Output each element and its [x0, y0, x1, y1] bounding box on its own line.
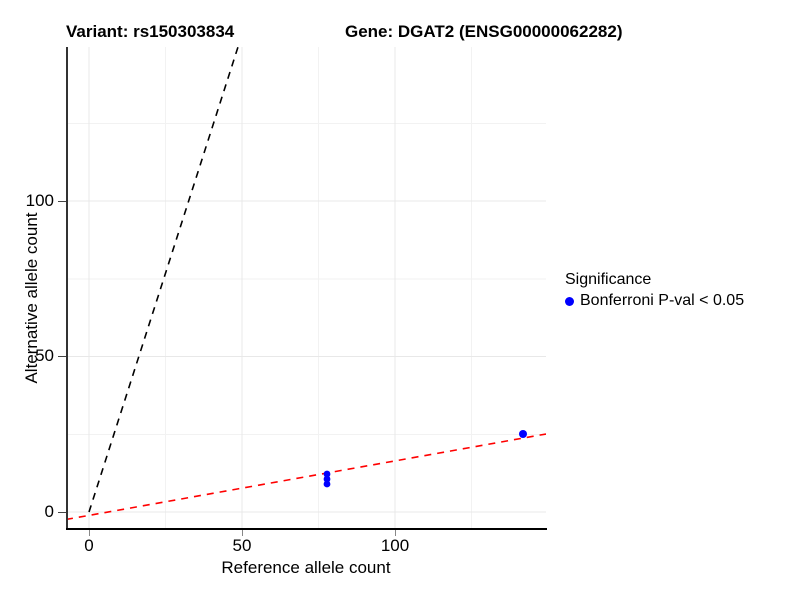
x-tick-50 — [242, 530, 243, 536]
y-axis-line — [66, 47, 68, 529]
grid-major-horizontal — [66, 200, 546, 513]
grid-minor-horizontal — [66, 123, 546, 435]
grid-minor-vertical — [165, 47, 472, 528]
variant-title: Variant: rs150303834 — [66, 22, 235, 41]
x-axis-line — [66, 528, 547, 530]
x-tick-0 — [89, 530, 90, 536]
y-tick-label-100: 100 — [25, 191, 54, 210]
legend-item-bonferroni[interactable]: Bonferroni P-val < 0.05 — [565, 292, 795, 310]
legend-item-label: Bonferroni P-val < 0.05 — [580, 292, 745, 309]
legend: Significance Bonferroni P-val < 0.05 — [565, 270, 795, 310]
y-tick-100 — [58, 201, 66, 202]
y-tick-50 — [58, 356, 66, 357]
data-point — [323, 480, 331, 488]
x-tick-label-0: 0 — [84, 536, 94, 555]
gene-title: Gene: DGAT2 (ENSG00000062282) — [345, 22, 623, 41]
y-axis-title: Alternative allele count — [22, 212, 41, 384]
grid-major-vertical — [88, 47, 396, 528]
plot-panel — [66, 47, 546, 528]
data-points — [323, 430, 527, 488]
data-point — [323, 475, 331, 483]
x-tick-label-100: 100 — [380, 536, 410, 555]
x-axis-title: Reference allele count — [221, 558, 391, 577]
x-tick-label-50: 50 — [232, 536, 252, 555]
data-point — [323, 470, 331, 478]
legend-marker-icon — [565, 296, 574, 306]
fit-line — [66, 433, 546, 521]
legend-title: Significance — [565, 271, 652, 288]
x-tick-100 — [395, 530, 396, 536]
data-point — [519, 430, 527, 438]
plot-svg — [66, 47, 546, 528]
y-tick-label-50: 50 — [35, 346, 54, 365]
y-tick-label-0: 0 — [44, 502, 54, 521]
y-tick-0 — [58, 512, 66, 513]
identity-line — [88, 47, 239, 513]
